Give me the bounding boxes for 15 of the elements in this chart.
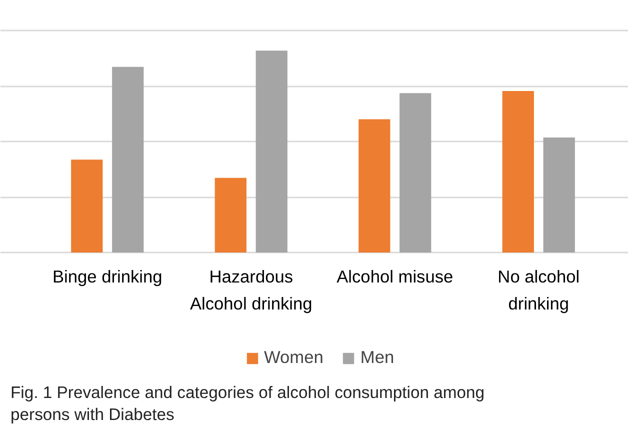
legend-label: Men — [360, 347, 394, 368]
x-tick-label: No alcohol drinking — [498, 266, 580, 314]
caption: Fig. 1 Prevalence and categories of alcohol consumption among persons with Diabetes — [10, 383, 485, 424]
bar — [214, 178, 246, 252]
x-tick-label: Hazardous Alcohol drinking — [190, 266, 312, 314]
bar — [71, 160, 103, 252]
x-tick-label: Binge drinking — [52, 266, 162, 286]
bar — [256, 50, 288, 252]
bar — [112, 66, 144, 252]
bar — [543, 137, 575, 252]
bar — [400, 93, 432, 252]
bar — [502, 91, 534, 252]
legend-label: Women — [264, 347, 324, 368]
x-tick-label: Alcohol misuse — [336, 266, 454, 286]
bar — [358, 119, 390, 252]
